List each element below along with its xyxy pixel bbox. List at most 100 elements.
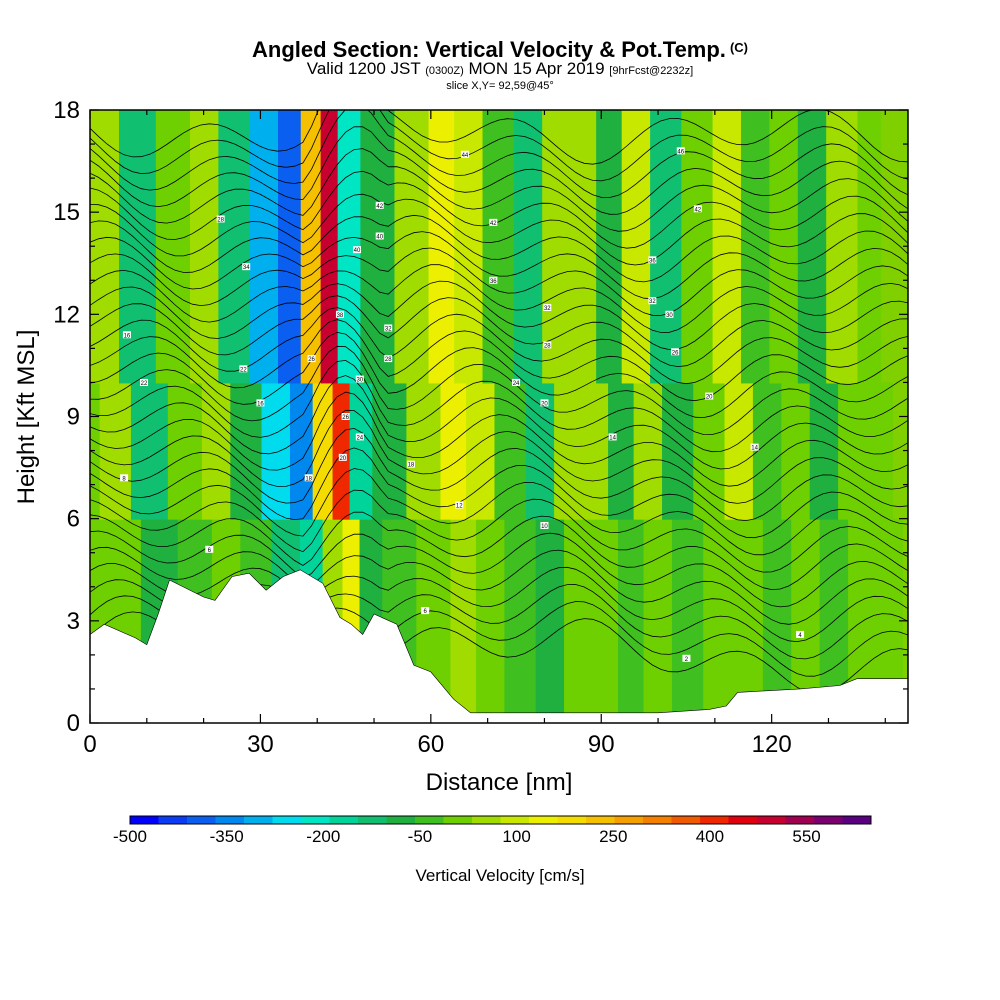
- contour-label-bg: [341, 413, 350, 420]
- contour-label-text: 2: [685, 657, 689, 663]
- contour-label: 32: [384, 324, 393, 332]
- colorbar-swatch: [728, 816, 758, 824]
- velocity-cell: [542, 110, 572, 384]
- colorbar-tick-label: -350: [210, 827, 244, 846]
- contour-label-text: 28: [217, 217, 224, 223]
- contour-label-bg: [489, 218, 498, 226]
- theta-contour: [90, 110, 908, 198]
- contour-label: 24: [512, 378, 521, 387]
- colorbar-swatch: [500, 816, 530, 824]
- theta-contour: [90, 193, 908, 266]
- contour-label-bg: [540, 399, 549, 407]
- velocity-cell: [513, 110, 544, 384]
- contour-label-text: 28: [385, 357, 392, 363]
- contour-label: 42: [693, 205, 702, 213]
- valid-date: MON 15 Apr 2019: [468, 59, 605, 78]
- velocity-cell: [564, 518, 594, 723]
- valid-time-line: Valid 1200 JST (0300Z) MON 15 Apr 2019 […: [0, 60, 1000, 80]
- contour-label-bg: [648, 297, 657, 305]
- contour-label-text: 22: [240, 367, 247, 373]
- velocity-cell: [582, 382, 610, 520]
- contour-label-bg: [384, 324, 393, 332]
- contour-label: 26: [671, 348, 680, 356]
- contour-label: 10: [540, 521, 549, 530]
- velocity-cell: [724, 382, 754, 520]
- contour-label: 20: [705, 392, 714, 401]
- contour-label-text: 34: [243, 265, 250, 271]
- contour-label-bg: [242, 263, 251, 271]
- contour-label-bg: [375, 201, 384, 209]
- x-axis: 0 30 60 90 120: [83, 110, 886, 758]
- contour-label-bg: [304, 474, 313, 482]
- contour-label: 34: [242, 263, 251, 271]
- velocity-cell: [450, 518, 477, 723]
- contour-label: 26: [341, 413, 350, 421]
- contour-label: 28: [216, 215, 225, 223]
- velocity-cell: [475, 518, 506, 723]
- contour-label-text: 32: [649, 299, 656, 305]
- contour-label-bg: [239, 365, 248, 373]
- velocity-cell: [261, 382, 291, 520]
- velocity-cell: [570, 110, 598, 384]
- velocity-cell: [838, 382, 871, 520]
- slice-info: slice X,Y= 92,59@45°: [446, 80, 554, 92]
- velocity-cell: [504, 518, 537, 723]
- contour-label-bg: [256, 399, 265, 407]
- contour-label-text: 16: [257, 401, 264, 407]
- velocity-cell: [406, 382, 442, 520]
- velocity-cell: [857, 110, 882, 384]
- colorbar-swatch: [700, 816, 729, 824]
- velocity-cell: [428, 110, 456, 384]
- y-tick-label: 3: [67, 608, 80, 635]
- theta-contour: [90, 307, 908, 385]
- y-tick-label: 6: [67, 506, 80, 533]
- velocity-cell: [349, 382, 374, 520]
- colorbar-swatch: [785, 816, 815, 824]
- theta-contour: [90, 126, 908, 215]
- x-tick-label: 90: [588, 731, 615, 758]
- velocity-cell: [650, 110, 683, 384]
- contour-label-text: 20: [541, 401, 548, 407]
- contour-label: 32: [648, 297, 657, 305]
- y-axis-label: Height [Kft MSL]: [13, 330, 40, 505]
- contour-label-text: 24: [513, 381, 520, 387]
- velocity-cell: [494, 382, 527, 520]
- contour-label: 12: [455, 501, 464, 510]
- contour-label-text: 12: [456, 504, 463, 510]
- velocity-cell: [671, 518, 705, 723]
- contour-label: 32: [543, 304, 552, 312]
- contour-label: 24: [355, 433, 364, 441]
- contour-label-text: 28: [544, 343, 551, 349]
- contour-label-text: 44: [462, 153, 469, 159]
- contour-label: 28: [384, 355, 393, 363]
- contour-label: 30: [355, 375, 364, 384]
- velocity-cell: [289, 382, 314, 520]
- chart-title-text: Angled Section: Vertical Velocity & Pot.…: [252, 37, 726, 62]
- contour-label-bg: [460, 150, 469, 158]
- colorbar-tick-label: 250: [599, 827, 627, 846]
- colorbar-swatch: [187, 816, 216, 824]
- theta-contour: [90, 468, 908, 556]
- contour-label: 36: [489, 276, 498, 285]
- contour-label-bg: [122, 331, 131, 339]
- colorbar-swatch: [814, 816, 843, 824]
- theta-contour: [90, 170, 908, 249]
- theta-contour: [90, 409, 908, 504]
- contour-label-bg: [375, 232, 384, 240]
- contour-label: 16: [122, 331, 131, 339]
- contour-label-bg: [205, 545, 214, 553]
- contour-label-text: 8: [122, 476, 126, 482]
- colorbar-swatch: [301, 816, 330, 824]
- velocity-cell: [762, 518, 793, 723]
- contour-label-text: 14: [609, 435, 616, 441]
- contour-label: 16: [256, 399, 265, 407]
- velocity-cell: [703, 518, 736, 723]
- contour-label-bg: [139, 378, 148, 386]
- velocity-cell: [155, 110, 191, 384]
- contour-label: 44: [460, 150, 469, 159]
- contour-label: 6: [421, 607, 430, 615]
- velocity-cell: [90, 382, 101, 520]
- contour-label-bg: [355, 433, 364, 441]
- contour-label-text: 24: [356, 435, 363, 441]
